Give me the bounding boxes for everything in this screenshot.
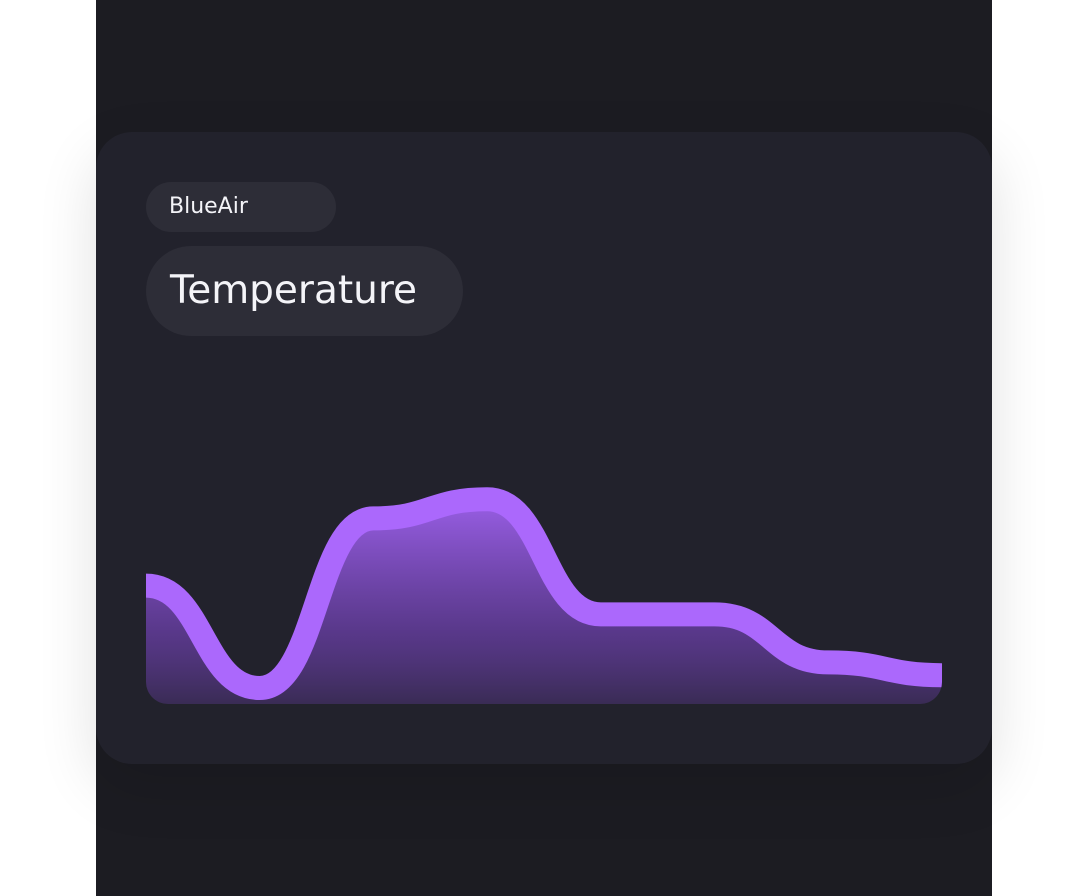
temperature-card[interactable]: BlueAir Temperature bbox=[96, 132, 992, 764]
temperature-line bbox=[146, 487, 942, 700]
device-name-badge[interactable]: BlueAir bbox=[146, 182, 336, 232]
temperature-chart bbox=[146, 487, 942, 704]
metric-title: Temperature bbox=[146, 246, 463, 336]
